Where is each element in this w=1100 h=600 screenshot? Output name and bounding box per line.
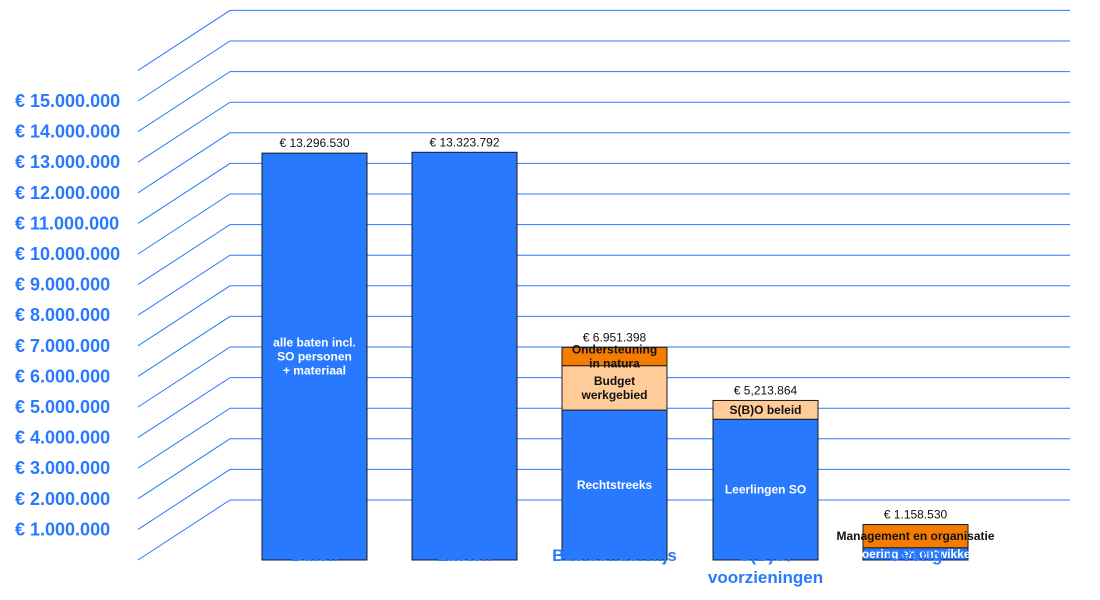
- bar-segment-label: Uitvoering en ontwikkeling: [839, 547, 992, 561]
- y-tick-label: € 2.000.000: [15, 489, 110, 509]
- bar-value-label: € 1.158.530: [884, 508, 948, 522]
- bar-group: alle baten incl.SO personen+ materiaal € …: [261, 136, 368, 565]
- x-category-label: voorzieningen: [708, 568, 823, 587]
- y-tick-label: € 9.000.000: [15, 275, 110, 295]
- y-tick-label: € 1.000.000: [15, 519, 110, 539]
- bar-segment-label: Rechtstreeks: [577, 478, 653, 492]
- bar-segment-label: S(B)O beleid: [729, 403, 801, 417]
- bar-segment-label: Budget: [594, 374, 635, 388]
- bar-segment: [862, 524, 969, 549]
- x-category-label: Overig: [889, 546, 943, 565]
- x-category-label: Basisonderwijs: [552, 546, 677, 565]
- y-tick-label: € 14.000.000: [15, 122, 120, 142]
- gridline: [137, 285, 1070, 347]
- gridline: [137, 346, 1070, 408]
- y-tick-label: € 15.000.000: [15, 91, 120, 111]
- bar-segment-label: Leerlingen SO: [725, 483, 806, 497]
- gridline: [137, 101, 1070, 163]
- gridlines: [137, 9, 1070, 561]
- x-category-label: Baten: [291, 546, 338, 565]
- gridline: [137, 193, 1070, 255]
- gridline: [137, 9, 1070, 71]
- bar-segment-label: SO personen: [277, 350, 352, 364]
- y-tick-label: € 13.000.000: [15, 152, 120, 172]
- bar-value-label: € 13.323.792: [429, 135, 499, 149]
- y-tick-label: € 7.000.000: [15, 336, 110, 356]
- bar-segment-label: Management en organisatie: [836, 529, 994, 543]
- y-tick-label: € 5.000.000: [15, 397, 110, 417]
- bar-segment: [561, 365, 668, 411]
- bar-segment-label: Ondersteuning: [572, 342, 657, 356]
- gridline: [137, 315, 1070, 377]
- y-tick-label: € 12.000.000: [15, 183, 120, 203]
- bar-segment-label: werkgebied: [580, 388, 647, 402]
- gridline: [137, 132, 1070, 194]
- bar-value-label: € 5,213.864: [734, 383, 798, 397]
- y-tick-label: € 11.000.000: [15, 213, 119, 233]
- y-tick-label: € 3.000.000: [15, 458, 110, 478]
- y-tick-label: € 8.000.000: [15, 305, 110, 325]
- bar-segment: [712, 418, 819, 561]
- x-category-label: Lasten: [437, 546, 492, 565]
- bar-value-label: € 6.951.398: [583, 330, 647, 344]
- x-category-label: S(B)O/: [739, 546, 792, 565]
- gridline: [137, 40, 1070, 102]
- bar-segment: [561, 409, 668, 561]
- gridline: [137, 254, 1070, 316]
- y-axis-ticks: € 1.000.000 € 2.000.000 € 3.000.000 € 4.000…: [15, 91, 120, 539]
- bar-segment: [561, 346, 668, 367]
- gridline: [137, 71, 1070, 133]
- bar-segment: [712, 399, 819, 420]
- bar-segment: [261, 152, 368, 561]
- bar-group: Leerlingen SO S(B)O beleid € 5,213.864 S(B)…: [708, 383, 823, 587]
- bar-segment-label: in natura: [589, 356, 640, 370]
- y-tick-label: € 6.000.000: [15, 366, 110, 386]
- bar-group: Uitvoering en ontwikkeling Management en …: [836, 508, 994, 565]
- bar-segment-label: + materiaal: [283, 364, 346, 378]
- bar-value-label: € 13.296.530: [279, 136, 349, 150]
- gridline: [137, 224, 1070, 286]
- y-tick-label: € 10.000.000: [15, 244, 120, 264]
- y-tick-label: € 4.000.000: [15, 428, 110, 448]
- gridline: [137, 377, 1070, 439]
- bar-segment: [411, 151, 518, 561]
- gridline: [137, 162, 1070, 224]
- bar-group: € 13.323.792 Lasten: [411, 135, 518, 565]
- bar-segment-label: alle baten incl.: [273, 336, 356, 350]
